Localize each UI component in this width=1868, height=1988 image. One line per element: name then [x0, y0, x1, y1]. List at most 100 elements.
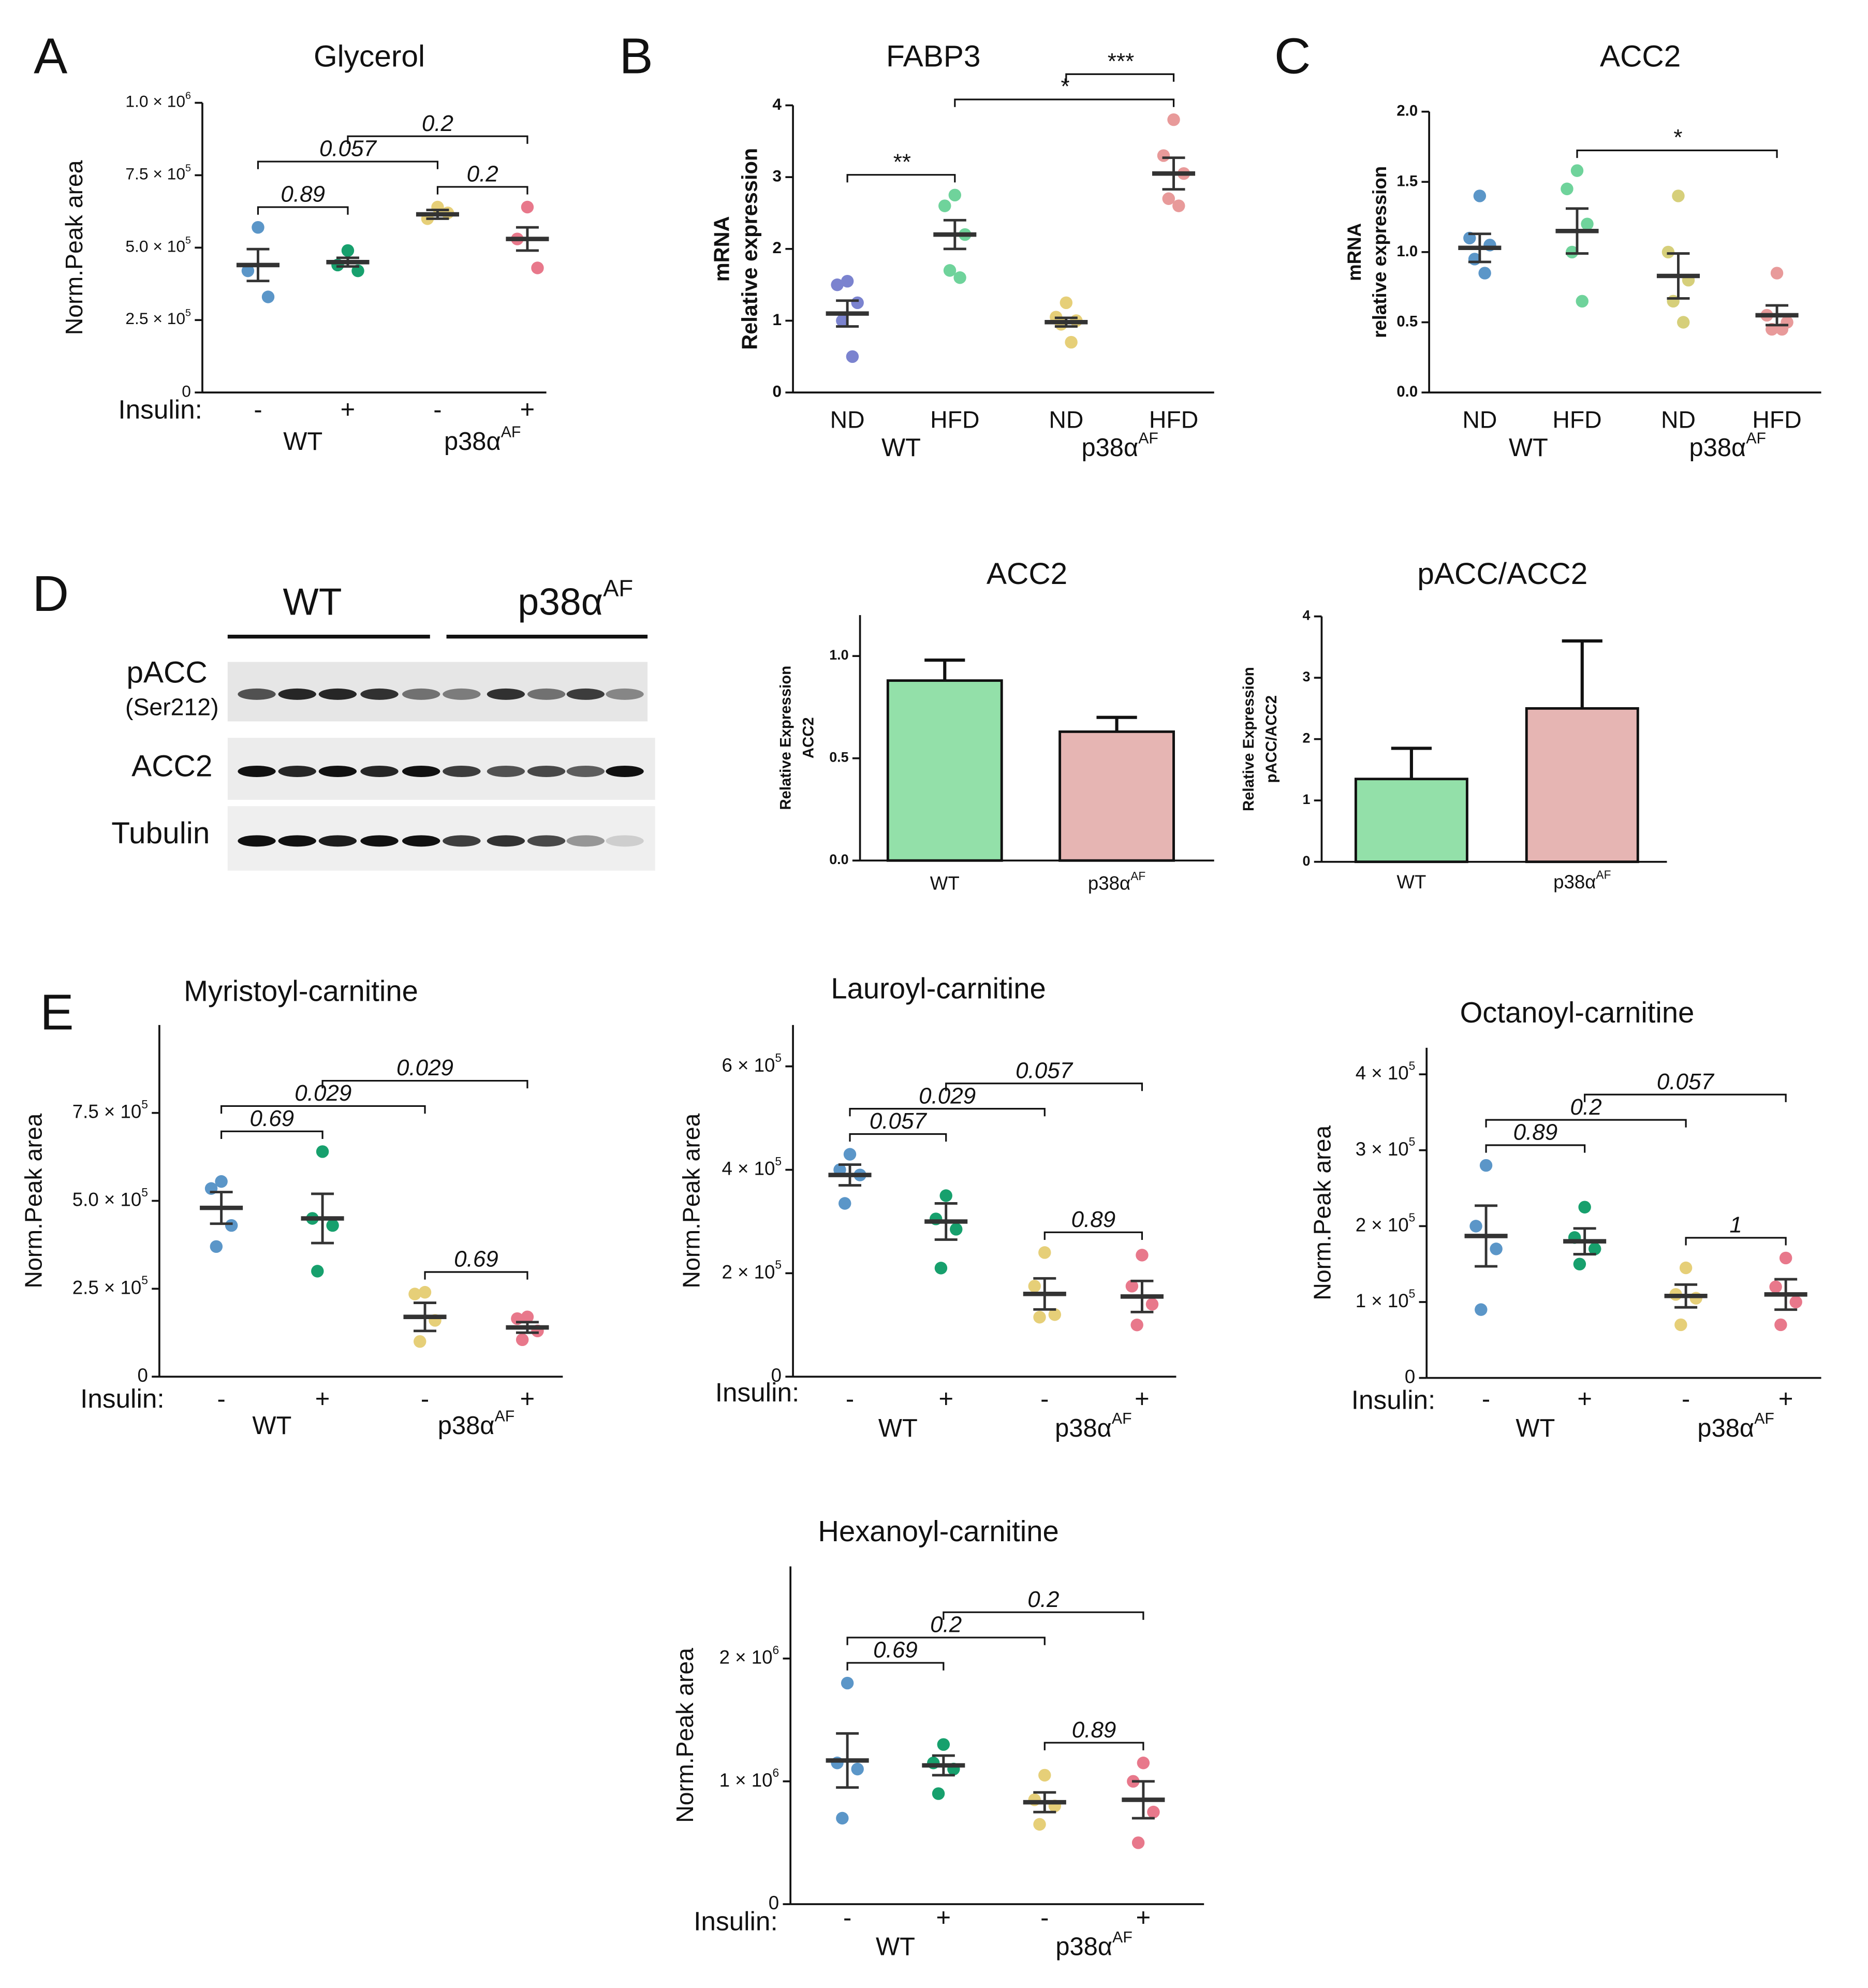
data-point: [950, 1223, 963, 1236]
blot-band: [527, 765, 566, 777]
y-tick-label: 0: [182, 382, 191, 401]
group-label: WT: [876, 1933, 915, 1961]
y-tick-label: 6 × 105: [722, 1051, 782, 1075]
chart-title: Glycerol: [314, 40, 425, 74]
blot-group-label: p38αAF: [518, 575, 633, 623]
panel-letter: E: [40, 984, 73, 1041]
x-tick-label-sup: AF: [1130, 869, 1145, 883]
y-axis-label: Norm.Peak area: [671, 1648, 698, 1823]
group-label-main: p38α: [1697, 1414, 1754, 1442]
data-point: [1674, 1318, 1687, 1332]
data-point: [846, 350, 859, 363]
data-point: [831, 278, 844, 291]
row-label: Insulin:: [118, 394, 202, 424]
x-tick-label: +: [520, 396, 535, 424]
data-point: [1038, 1246, 1051, 1259]
blot-group-label-main: WT: [283, 581, 342, 623]
x-tick-label: HFD: [1752, 406, 1801, 433]
y-tick-label: 2.5 × 105: [125, 308, 191, 328]
group-label: p38αAF: [1697, 1410, 1774, 1442]
y-tick-label-main: 3 × 10: [1356, 1138, 1409, 1159]
data-point: [1573, 1258, 1586, 1270]
x-tick-label-main: p38α: [1088, 872, 1130, 894]
blot-row-label: Tubulin: [111, 816, 210, 850]
chart-title: pACC/ACC2: [1417, 557, 1587, 591]
data-point: [1588, 1242, 1601, 1255]
y-tick-label-sup: 6: [773, 1643, 779, 1657]
x-tick-label: WT: [1396, 871, 1426, 893]
group-label: WT: [283, 428, 322, 456]
comparison-bracket: [1065, 73, 1175, 82]
y-tick-label: 4 × 105: [1356, 1059, 1416, 1083]
x-tick-label: HFD: [1552, 406, 1601, 433]
data-point: [311, 1265, 324, 1278]
blot-group-label-main: p38α: [518, 581, 603, 623]
comparison-bracket: [849, 1133, 947, 1142]
y-tick-label: 1.0: [829, 647, 848, 663]
blot-band: [402, 835, 440, 847]
y-tick-label-main: 1.5: [1396, 172, 1418, 189]
group-label: WT: [1516, 1414, 1555, 1442]
group-label: p38αAF: [1081, 430, 1158, 462]
group-label-sup: AF: [501, 423, 521, 441]
comparison-bracket: [1485, 1144, 1586, 1153]
y-tick-label: 0.0: [829, 852, 848, 867]
data-point: [937, 1738, 950, 1751]
blot-group-label: WT: [283, 581, 342, 623]
comparison-label: 0.029: [396, 1055, 453, 1080]
data-point: [1130, 1319, 1143, 1332]
panel-letter: B: [619, 27, 653, 84]
y-axis-label: pACC/ACC2: [1263, 695, 1280, 783]
bar: [886, 679, 1003, 862]
y-axis-label: Norm.Peak area: [61, 160, 87, 335]
group-label-main: WT: [252, 1412, 291, 1440]
y-axis-label: mRNA: [1344, 223, 1365, 281]
group-label-main: p38α: [444, 428, 501, 456]
y-tick-label: 0: [1302, 853, 1310, 869]
data-point: [215, 1175, 228, 1188]
blot-band: [487, 688, 525, 700]
y-tick-label: 1.0 × 106: [125, 90, 191, 111]
comparison-label: 0.69: [454, 1247, 498, 1272]
group-label-sup: AF: [1112, 1929, 1132, 1946]
y-tick-label: 0: [771, 1365, 782, 1386]
data-point: [1672, 189, 1685, 202]
group-label-main: WT: [881, 434, 921, 462]
comparison-label: **: [892, 149, 911, 174]
y-tick-label-main: 5.0 × 10: [72, 1189, 141, 1210]
data-point: [1478, 267, 1491, 280]
group-label: WT: [252, 1412, 291, 1440]
y-tick-label: 0: [772, 382, 782, 401]
x-tick-label-sup: AF: [1596, 868, 1611, 882]
x-tick-label: p38αAF: [1088, 869, 1145, 894]
blot-band: [527, 688, 566, 700]
data-point: [1028, 1280, 1041, 1293]
group-label: p38αAF: [1055, 1410, 1131, 1442]
blot-band: [360, 765, 399, 777]
data-point: [1779, 1251, 1792, 1265]
data-point: [841, 274, 854, 288]
data-point: [1679, 1261, 1693, 1275]
data-point: [521, 1310, 534, 1323]
group-label-main: WT: [878, 1414, 918, 1442]
comparison-bracket: [436, 186, 528, 195]
blot-band: [443, 835, 481, 847]
y-tick-label-main: 0.0: [1396, 383, 1418, 400]
data-point: [1033, 1818, 1046, 1831]
comparison-label: 0.2: [422, 111, 453, 136]
blot-band: [566, 688, 605, 700]
blot-band: [278, 688, 316, 700]
y-tick-label: 0: [1405, 1366, 1415, 1387]
y-axis-label: Norm.Peak area: [20, 1113, 47, 1288]
group-label-sup: AF: [495, 1408, 515, 1425]
comparison-label: 1: [1729, 1212, 1742, 1237]
comparison-bracket: [347, 135, 528, 144]
data-point: [1048, 1308, 1062, 1321]
group-label-sup: AF: [1138, 430, 1158, 447]
group-label-main: WT: [876, 1933, 915, 1961]
error-bar: [924, 659, 965, 681]
data-point: [1172, 199, 1185, 212]
data-point: [1475, 1303, 1488, 1316]
comparison-label: ***: [1107, 49, 1134, 74]
